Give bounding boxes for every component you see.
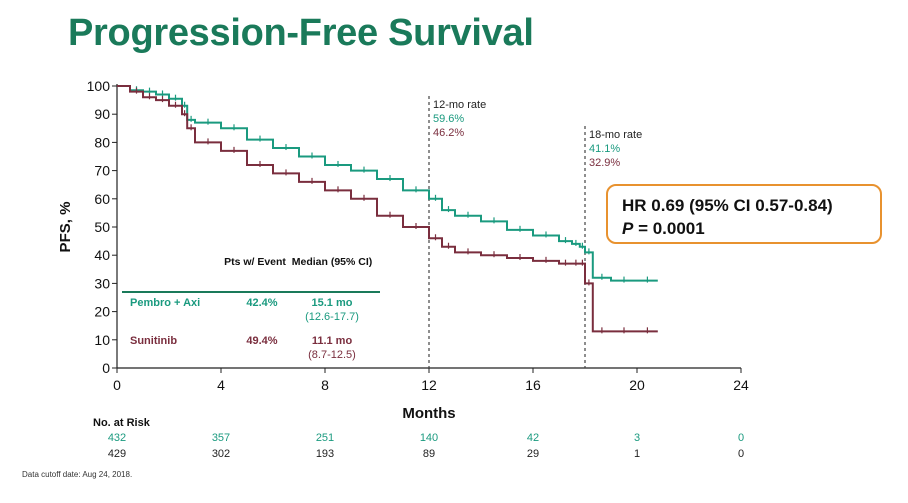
p-value-label: P [622, 219, 634, 238]
y-tick-label: 60 [94, 191, 110, 207]
y-tick-label: 10 [94, 332, 110, 348]
at-risk-sunitinib: 193 [316, 448, 334, 460]
x-tick-label: 12 [421, 377, 437, 393]
at-risk-pembro: 42 [527, 432, 539, 444]
table-event-pct: 49.4% [246, 335, 277, 347]
x-tick-label: 16 [525, 377, 541, 393]
at-risk-pembro: 432 [108, 432, 126, 444]
at-risk-pembro: 3 [634, 432, 640, 444]
reference-rate-sunitinib: 46.2% [433, 127, 464, 139]
y-tick-label: 30 [94, 275, 110, 291]
reference-rate-pembro: 41.1% [589, 143, 620, 155]
at-risk-pembro: 140 [420, 432, 438, 444]
at-risk-sunitinib: 89 [423, 448, 435, 460]
at-risk-sunitinib: 302 [212, 448, 230, 460]
y-tick-label: 100 [87, 78, 111, 94]
table-header-median: Median (95% CI) [292, 256, 373, 268]
table-ci: (12.6-17.7) [305, 311, 359, 323]
table-median: 15.1 mo [312, 297, 353, 309]
x-tick-label: 24 [733, 377, 749, 393]
x-tick-label: 0 [113, 377, 121, 393]
y-tick-label: 50 [94, 219, 110, 235]
at-risk-pembro: 251 [316, 432, 334, 444]
km-curve-pembro-axi [117, 85, 658, 282]
x-tick-label: 4 [217, 377, 225, 393]
data-cutoff-note: Data cutoff date: Aug 24, 2018. [22, 470, 133, 479]
x-axis-label: Months [402, 405, 455, 422]
y-axis-label: PFS, % [57, 202, 74, 253]
table-event-pct: 42.4% [246, 297, 277, 309]
at-risk-sunitinib: 29 [527, 448, 539, 460]
y-tick-label: 80 [94, 134, 110, 150]
y-tick-label: 90 [94, 106, 110, 122]
page-title: Progression-Free Survival [68, 12, 534, 54]
table-ci: (8.7-12.5) [308, 349, 356, 361]
reference-rate-sunitinib: 32.9% [589, 157, 620, 169]
hazard-ratio-box: HR 0.69 (95% CI 0.57-0.84) P = 0.0001 [606, 184, 882, 244]
at-risk-pembro: 357 [212, 432, 230, 444]
p-value-text: = 0.0001 [633, 219, 705, 238]
at-risk-sunitinib: 0 [738, 448, 744, 460]
reference-label: 18-mo rate [589, 129, 642, 141]
y-tick-label: 20 [94, 304, 110, 320]
at-risk-sunitinib: 1 [634, 448, 640, 460]
reference-label: 12-mo rate [433, 99, 486, 111]
at-risk-label: No. at Risk [93, 417, 151, 429]
y-tick-label: 70 [94, 163, 110, 179]
x-tick-label: 8 [321, 377, 329, 393]
table-median: 11.1 mo [312, 335, 353, 347]
x-tick-label: 20 [629, 377, 645, 393]
reference-rate-pembro: 59.6% [433, 113, 464, 125]
y-tick-label: 0 [102, 360, 110, 376]
at-risk-sunitinib: 429 [108, 448, 126, 460]
hazard-ratio-text: HR 0.69 (95% CI 0.57-0.84) [622, 196, 833, 215]
at-risk-pembro: 0 [738, 432, 744, 444]
table-arm-label: Sunitinib [130, 335, 177, 347]
table-arm-label: Pembro + Axi [130, 297, 200, 309]
table-header-events: Pts w/ Event [224, 256, 286, 268]
y-tick-label: 40 [94, 247, 110, 263]
